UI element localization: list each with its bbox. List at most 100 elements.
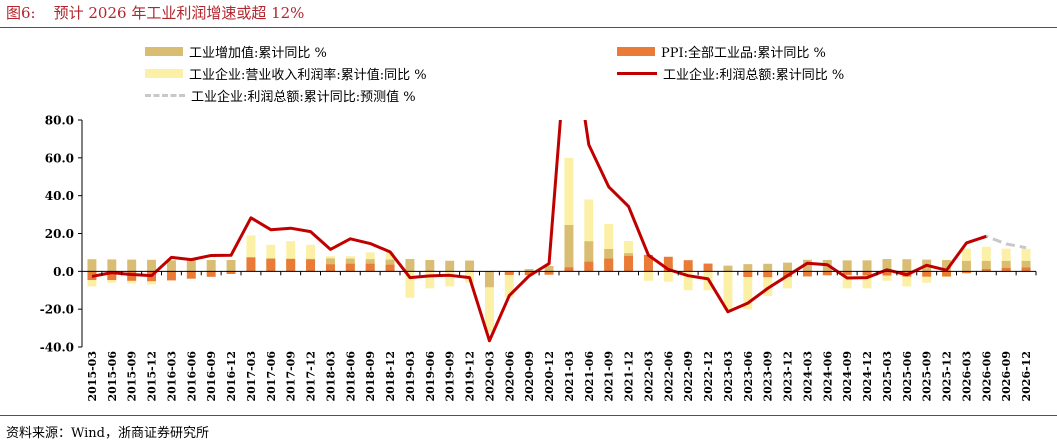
bar-ppi <box>683 260 693 272</box>
bar-revenue-margin <box>882 271 892 281</box>
legend-ppi: PPI:全部工业品:累计同比 % <box>617 42 826 61</box>
legend-forecast: 工业企业:利润总额:累计同比:预测值 % <box>145 86 416 105</box>
x-tick-label: 2026-06 <box>980 351 993 402</box>
x-tick-label: 2025-06 <box>901 351 914 402</box>
x-tick-label: 2019-09 <box>444 351 457 402</box>
x-tick-label: 2018-12 <box>384 351 397 402</box>
bar-industrial-va <box>465 260 475 272</box>
bar-revenue-margin <box>723 271 733 310</box>
bar-industrial-va <box>107 259 117 272</box>
x-tick-label: 2021-03 <box>563 351 576 402</box>
x-tick-label: 2022-06 <box>662 351 675 402</box>
plot-area <box>87 120 1031 343</box>
bar-industrial-va <box>882 259 892 272</box>
bar-revenue-margin <box>643 271 653 281</box>
bar-ppi <box>306 259 316 272</box>
bar-industrial-va <box>862 260 872 272</box>
bar-revenue-margin <box>484 271 494 332</box>
bar-ppi <box>802 271 812 277</box>
legend-revenue-margin: 工业企业:营业收入利润率:累计值:同比 % <box>145 64 427 83</box>
bar-ppi <box>186 271 196 279</box>
bar-revenue-margin <box>246 235 256 272</box>
bar-revenue-margin <box>862 271 872 289</box>
line-profit-forecast <box>965 234 1027 250</box>
y-tick-label: -20.0 <box>40 303 74 317</box>
bar-ppi <box>226 271 236 274</box>
bar-revenue-margin <box>504 271 514 298</box>
legend-swatch-revenue-margin <box>145 69 183 78</box>
bar-revenue-margin <box>425 271 435 289</box>
x-tick-label: 2017-09 <box>285 351 298 402</box>
bar-ppi <box>624 256 634 272</box>
x-tick-label: 2023-09 <box>762 351 775 402</box>
y-tick-label: 20.0 <box>45 227 74 241</box>
figure-title-text: 预计 2026 年工业利润增速或超 12% <box>53 4 305 22</box>
x-tick-label: 2021-09 <box>603 351 616 402</box>
bar-revenue-margin <box>564 157 574 272</box>
x-tick-label: 2023-12 <box>782 351 795 402</box>
x-tick-label: 2019-03 <box>404 351 417 402</box>
bar-revenue-margin <box>783 271 793 289</box>
bar-industrial-va <box>564 224 574 272</box>
bar-industrial-va <box>763 263 773 272</box>
bar-industrial-va <box>186 259 196 272</box>
bar-ppi <box>1021 267 1031 272</box>
bar-revenue-margin <box>445 271 455 287</box>
bar-industrial-va <box>87 259 97 272</box>
bar-ppi <box>961 271 971 274</box>
bar-ppi <box>922 271 932 277</box>
x-tick-label: 2021-06 <box>583 351 596 402</box>
bar-ppi <box>842 271 852 275</box>
bar-ppi <box>743 271 753 277</box>
bar-industrial-va <box>783 262 793 272</box>
x-tick-label: 2022-09 <box>682 351 695 402</box>
bar-ppi <box>286 259 296 272</box>
legend-label-revenue-margin: 工业企业:营业收入利润率:累计值:同比 % <box>189 68 427 83</box>
bar-industrial-va <box>1021 260 1031 272</box>
bar-ppi <box>266 258 276 272</box>
y-tick-label: -40.0 <box>40 341 74 355</box>
bar-ppi <box>643 254 653 272</box>
x-tick-label: 2020-06 <box>503 351 516 402</box>
title-rule <box>0 27 1057 28</box>
bar-industrial-va <box>147 259 157 272</box>
x-tick-label: 2016-06 <box>185 351 198 402</box>
bar-industrial-va <box>127 259 137 272</box>
bar-industrial-va <box>961 260 971 272</box>
y-tick-label: 0.0 <box>53 265 74 279</box>
legend-label-forecast: 工业企业:利润总额:累计同比:预测值 % <box>191 90 416 105</box>
bar-ppi <box>604 258 614 272</box>
bar-revenue-margin <box>961 248 971 272</box>
bar-ppi <box>325 264 335 272</box>
bar-ppi <box>206 271 216 277</box>
x-tick-label: 2017-12 <box>305 351 318 402</box>
bar-revenue-margin <box>922 271 932 283</box>
x-tick-label: 2017-03 <box>245 351 258 402</box>
x-tick-label: 2019-12 <box>464 351 477 402</box>
bar-industrial-va <box>743 264 753 272</box>
x-tick-label: 2025-09 <box>921 351 934 402</box>
x-tick-label: 2019-06 <box>424 351 437 402</box>
bar-revenue-margin <box>683 271 693 291</box>
bar-revenue-margin <box>902 271 912 287</box>
bar-industrial-va <box>902 259 912 272</box>
bar-revenue-margin <box>306 244 316 272</box>
bar-industrial-va <box>166 260 176 272</box>
bar-ppi <box>763 271 773 278</box>
x-tick-label: 2015-06 <box>106 351 119 402</box>
x-tick-label: 2024-12 <box>861 351 874 402</box>
x-tick-label: 2015-03 <box>86 351 99 402</box>
bar-ppi <box>862 271 872 276</box>
x-tick-label: 2024-06 <box>821 351 834 402</box>
x-tick-label: 2020-03 <box>483 351 496 402</box>
bar-ppi <box>882 271 892 276</box>
x-tick-label: 2015-12 <box>146 351 159 402</box>
x-tick-label: 2016-09 <box>205 351 218 402</box>
bar-revenue-margin <box>1021 248 1031 272</box>
source-rule <box>0 415 1057 416</box>
bar-industrial-va <box>981 260 991 272</box>
x-tick-label: 2018-09 <box>364 351 377 402</box>
bar-industrial-va <box>206 259 216 272</box>
legend-label-profit: 工业企业:利润总额:累计同比 % <box>663 68 845 83</box>
bar-ppi <box>246 257 256 272</box>
